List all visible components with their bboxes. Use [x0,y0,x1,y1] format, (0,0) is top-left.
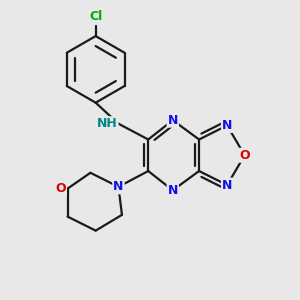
Text: N: N [222,119,232,132]
Text: Cl: Cl [89,10,102,23]
Text: O: O [55,182,66,195]
Text: O: O [239,149,250,162]
Text: N: N [168,184,178,197]
Text: N: N [113,180,124,193]
Text: N: N [222,178,232,192]
Text: N: N [168,114,178,127]
Text: NH: NH [97,117,118,130]
